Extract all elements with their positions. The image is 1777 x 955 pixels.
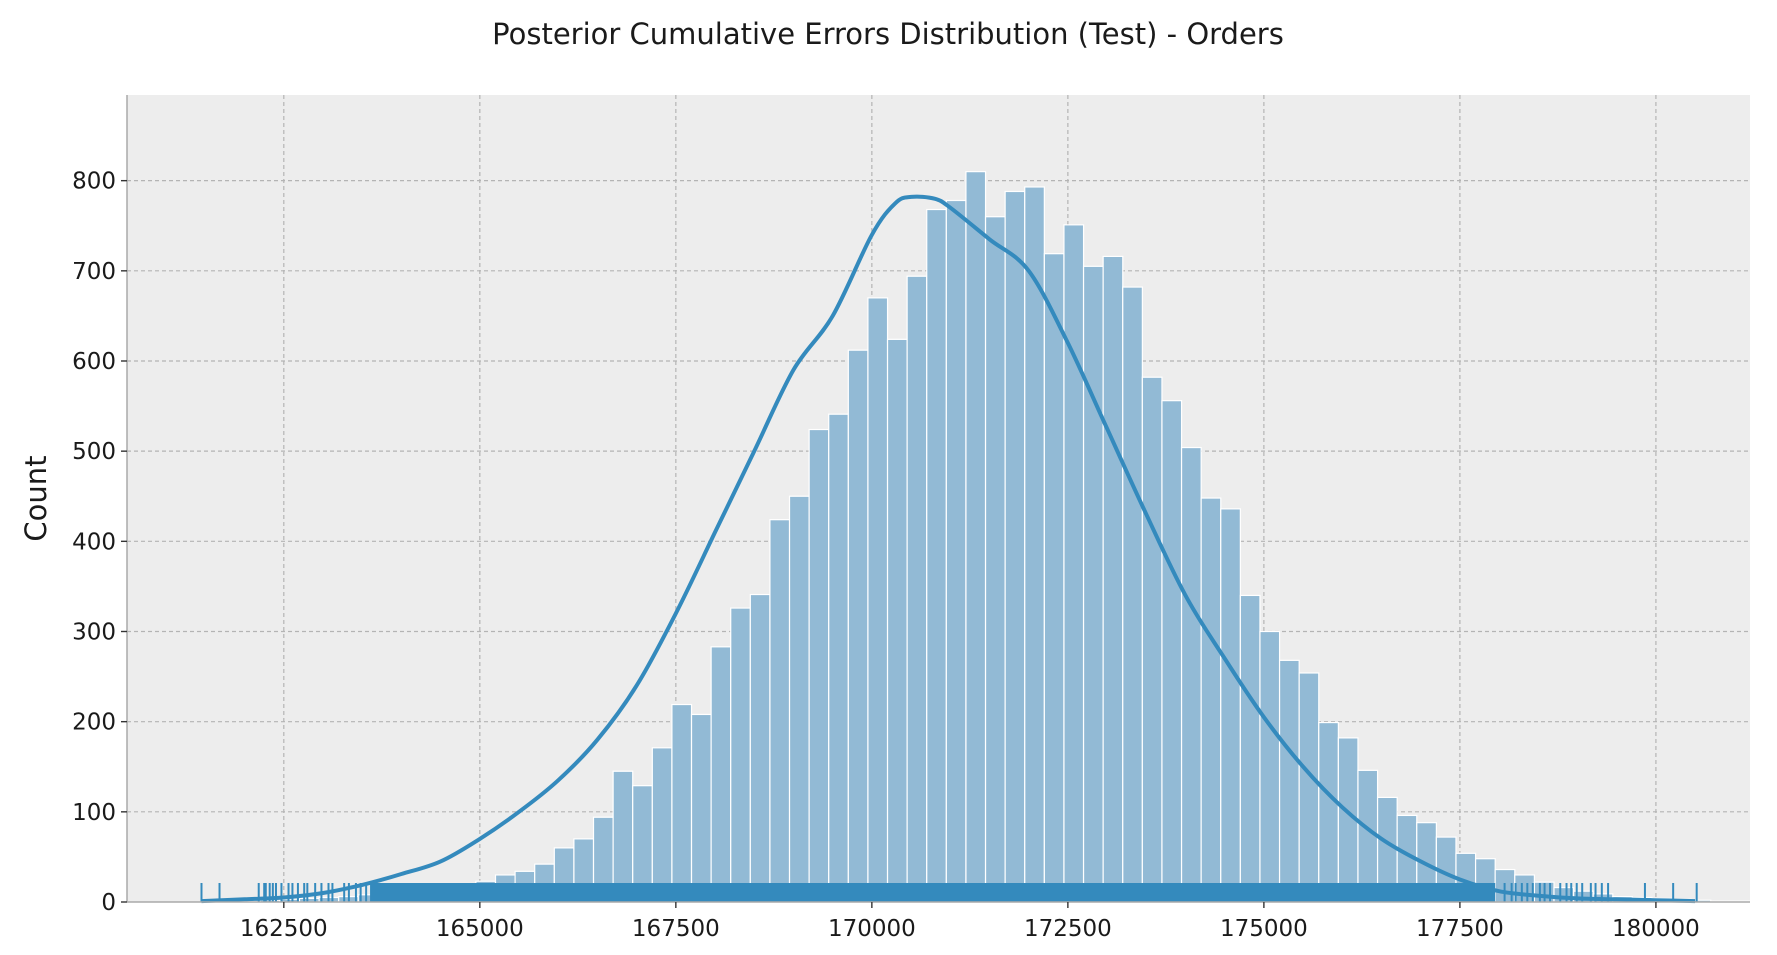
- histogram-bar: [886, 338, 908, 903]
- x-tick-label: 177500: [1416, 916, 1504, 942]
- rug-dense-band: [370, 883, 1496, 902]
- histogram-bar: [926, 208, 947, 903]
- histogram-bar: [1102, 255, 1124, 903]
- histogram-bar: [749, 593, 771, 903]
- histogram-bar: [671, 703, 693, 903]
- kde-curve: [201, 194, 1696, 904]
- y-tick-label: 0: [101, 890, 116, 916]
- histogram-bar: [1122, 286, 1143, 903]
- x-tick-label: 162500: [240, 916, 328, 942]
- x-tick-label: 175000: [1220, 916, 1308, 942]
- histogram-bar: [867, 297, 889, 903]
- x-tick-label: 172500: [1024, 916, 1112, 942]
- y-tick-label: 800: [72, 169, 116, 195]
- x-tick-label: 170000: [828, 916, 916, 942]
- histogram-bar: [1514, 874, 1535, 903]
- histogram-bar: [1200, 497, 1222, 903]
- histogram-bar: [710, 646, 732, 903]
- x-tick-label: 167500: [632, 916, 720, 942]
- histogram-bar: [1161, 400, 1183, 903]
- histogram-bar: [769, 519, 791, 903]
- histogram-bar: [1278, 659, 1300, 903]
- axes-spines: [126, 95, 1750, 903]
- histogram-bar: [1239, 594, 1261, 903]
- histogram-bar: [1259, 630, 1281, 903]
- histogram-bars: [200, 171, 1751, 903]
- histogram-bar: [984, 216, 1006, 903]
- histogram-bar: [1004, 190, 1026, 903]
- histogram-bar: [1180, 446, 1202, 903]
- y-tick-label: 600: [72, 349, 116, 375]
- x-tick-label: 180000: [1612, 916, 1700, 942]
- histogram-bar: [828, 413, 849, 903]
- x-axis-ticks: 162500 165000 167500 170000 172500 175000 1775…: [240, 902, 1700, 942]
- y-tick-label: 500: [72, 439, 116, 465]
- x-tick-label: 165000: [436, 916, 524, 942]
- histogram-bar: [808, 428, 830, 903]
- histogram-bar: [1318, 721, 1339, 903]
- y-tick-label: 400: [72, 529, 116, 555]
- chart-title: Posterior Cumulative Errors Distribution…: [492, 17, 1284, 51]
- y-axis-label: Count: [19, 455, 53, 541]
- y-tick-label: 100: [72, 800, 116, 826]
- histogram-bar: [1063, 224, 1085, 903]
- histogram-bar: [1043, 253, 1065, 903]
- histogram-bar: [1082, 265, 1104, 903]
- histogram-bar: [788, 495, 810, 903]
- histogram-bar: [1220, 508, 1241, 903]
- y-tick-label: 300: [72, 619, 116, 645]
- histogram-bar: [945, 199, 967, 903]
- histogram-bar: [1141, 376, 1163, 903]
- y-tick-label: 200: [72, 710, 116, 736]
- histogram-bar: [651, 747, 673, 903]
- histogram-bar: [1298, 672, 1320, 903]
- histogram-bar: [906, 275, 928, 903]
- y-tick-label: 700: [72, 259, 116, 285]
- histogram-bar: [965, 171, 987, 903]
- histogram-bar: [730, 607, 751, 903]
- y-axis-ticks: 0 100 200 300 400 500 600 700 800: [72, 169, 127, 916]
- histogram-bar: [612, 770, 634, 903]
- histogram-bar: [847, 349, 869, 903]
- histogram-bar: [690, 713, 712, 903]
